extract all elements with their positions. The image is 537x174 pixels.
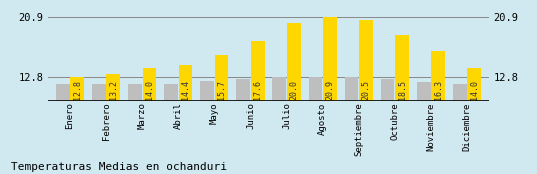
- Text: 20.5: 20.5: [361, 80, 371, 100]
- Bar: [309, 77, 322, 101]
- Bar: [323, 17, 337, 101]
- Bar: [359, 20, 373, 101]
- Bar: [236, 79, 250, 101]
- Bar: [287, 23, 301, 101]
- Bar: [431, 51, 445, 101]
- Bar: [215, 55, 228, 101]
- Text: 18.5: 18.5: [397, 80, 407, 100]
- Bar: [106, 74, 120, 101]
- Bar: [345, 77, 358, 101]
- Bar: [467, 68, 481, 101]
- Bar: [179, 65, 192, 101]
- Text: 14.4: 14.4: [181, 80, 190, 100]
- Text: 14.0: 14.0: [470, 80, 478, 100]
- Bar: [251, 41, 265, 101]
- Text: 12.8: 12.8: [72, 80, 82, 100]
- Bar: [164, 84, 178, 101]
- Text: 20.9: 20.9: [325, 80, 335, 100]
- Bar: [381, 79, 395, 101]
- Bar: [200, 81, 214, 101]
- Text: 16.3: 16.3: [434, 80, 442, 100]
- Bar: [92, 84, 106, 101]
- Bar: [142, 68, 156, 101]
- Text: 17.6: 17.6: [253, 80, 262, 100]
- Bar: [272, 77, 286, 101]
- Bar: [453, 84, 467, 101]
- Bar: [395, 34, 409, 101]
- Text: Temperaturas Medias en ochanduri: Temperaturas Medias en ochanduri: [11, 162, 227, 172]
- Bar: [56, 84, 70, 101]
- Text: 13.2: 13.2: [109, 80, 118, 100]
- Text: 20.0: 20.0: [289, 80, 298, 100]
- Text: 15.7: 15.7: [217, 80, 226, 100]
- Bar: [128, 84, 142, 101]
- Text: 14.0: 14.0: [145, 80, 154, 100]
- Bar: [70, 77, 84, 101]
- Bar: [417, 82, 431, 101]
